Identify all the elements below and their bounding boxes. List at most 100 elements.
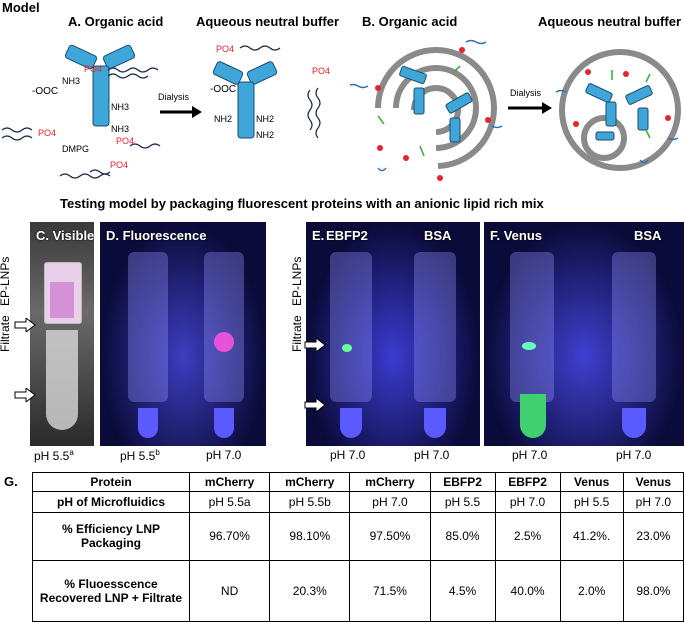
filtrate-d1-icon bbox=[138, 408, 158, 438]
table-cell: 97.50% bbox=[349, 511, 431, 562]
row-header: pH of Microfluidics bbox=[32, 491, 190, 513]
lnps-arrow-icon bbox=[14, 318, 36, 332]
protein-right-icon bbox=[212, 61, 278, 139]
table-header-row: Protein mCherry mCherry mCherry EBFP2 EB… bbox=[32, 471, 685, 493]
lnps-arrow-e-icon bbox=[304, 338, 326, 352]
results-table: Protein mCherry mCherry mCherry EBFP2 EB… bbox=[32, 471, 685, 622]
table-cell: 71.5% bbox=[349, 560, 431, 622]
ph-d1: pH 5.5b bbox=[120, 448, 160, 463]
dmpg-text: DMPG bbox=[62, 144, 89, 154]
table-cell: pH 7.0 bbox=[349, 491, 431, 513]
tube-c-bottom-icon bbox=[46, 330, 78, 430]
header-cell: EBFP2 bbox=[494, 471, 561, 493]
table-cell: 98.10% bbox=[269, 511, 351, 562]
po4-text-3: PO4 bbox=[116, 136, 134, 146]
header-cell: mCherry bbox=[188, 471, 271, 493]
filtrate-side-label-e: Filtrate bbox=[290, 315, 304, 352]
panel-d-label: D. Fluorescence bbox=[106, 228, 207, 243]
nh3-text-1: NH3 bbox=[62, 76, 80, 86]
panel-f-protein2: BSA bbox=[634, 228, 662, 243]
table-cell: pH 7.0 bbox=[622, 491, 685, 513]
filtrate-side-label: Filtrate bbox=[0, 315, 12, 352]
panel-a-label: A. Organic acid bbox=[68, 14, 164, 29]
table-cell: 98.0% bbox=[622, 560, 685, 622]
panel-f-photo: F. Venus BSA bbox=[484, 222, 684, 446]
filtrate-d2-icon bbox=[214, 408, 234, 438]
table-cell: 23.0% bbox=[622, 511, 685, 562]
panel-b-right-label: Aqueous neutral buffer bbox=[538, 14, 682, 29]
dialysis-label-a: Dialysis bbox=[158, 92, 190, 102]
po4-text-2: PO4 bbox=[38, 128, 56, 138]
protein-left-icon bbox=[64, 44, 136, 127]
nh2-text-1: NH2 bbox=[214, 114, 232, 124]
panel-e-label: E. bbox=[312, 228, 325, 243]
dialysis-label-b: Dialysis bbox=[510, 88, 542, 98]
po4-text-r2: PO4 bbox=[312, 66, 330, 76]
tube-f2-icon bbox=[612, 252, 656, 402]
po4-text-4: PO4 bbox=[110, 160, 128, 170]
table-cell: pH 5.5 bbox=[429, 491, 496, 513]
filtrate-e1-icon bbox=[340, 408, 362, 438]
model-title: Model bbox=[2, 0, 40, 15]
panel-e-protein2: BSA bbox=[424, 228, 452, 243]
po4-text-1: PO4 bbox=[84, 64, 102, 74]
nh3-text-2: NH3 bbox=[111, 102, 129, 112]
panel-d-photo: D. Fluorescence bbox=[100, 222, 266, 446]
nh3-text-3: NH3 bbox=[111, 124, 129, 134]
tube-f1-icon bbox=[510, 252, 554, 402]
table-cell: ND bbox=[188, 560, 271, 622]
cooc-text-r: -OOC bbox=[210, 84, 236, 95]
table-cell: pH 5.5 bbox=[559, 491, 624, 513]
table-cell: 85.0% bbox=[429, 511, 496, 562]
tube-e2-icon bbox=[414, 252, 456, 402]
header-cell: mCherry bbox=[269, 471, 351, 493]
ph-e2: pH 7.0 bbox=[414, 448, 450, 462]
table-cell: 41.2%. bbox=[559, 511, 624, 562]
header-cell: Venus bbox=[622, 471, 685, 493]
header-cell: mCherry bbox=[349, 471, 431, 493]
tube-d1-icon bbox=[128, 252, 168, 402]
ph-f1: pH 7.0 bbox=[512, 448, 548, 462]
ph-f2: pH 7.0 bbox=[616, 448, 652, 462]
ph-e1: pH 7.0 bbox=[330, 448, 366, 462]
table-cell: 40.0% bbox=[494, 560, 561, 622]
green-filtrate-icon bbox=[520, 394, 546, 438]
header-cell: Protein bbox=[32, 471, 190, 493]
filtrate-f2-icon bbox=[622, 408, 646, 438]
table-cell: 96.70% bbox=[188, 511, 271, 562]
table-cell: 4.5% bbox=[429, 560, 496, 622]
filtrate-e2-icon bbox=[424, 408, 446, 438]
table-cell: pH 5.5a bbox=[188, 491, 271, 513]
lnps-side-label-e: EP-LNPs bbox=[290, 256, 304, 306]
table-cell: 20.3% bbox=[269, 560, 351, 622]
po4-text-r1: PO4 bbox=[216, 44, 234, 54]
pink-solution-icon bbox=[50, 282, 74, 318]
table-row: % Efficiency LNP Packaging 96.70% 98.10%… bbox=[32, 511, 685, 562]
panel-c-label: C. Visible bbox=[36, 228, 94, 243]
table-cell: 2.0% bbox=[559, 560, 624, 622]
table-cell: pH 7.0 bbox=[494, 491, 561, 513]
section-title: Testing model by packaging fluorescent p… bbox=[60, 196, 544, 211]
green-dot-f-icon bbox=[522, 342, 536, 350]
table-cell: pH 5.5b bbox=[269, 491, 351, 513]
lnps-side-label: EP-LNPs bbox=[0, 256, 12, 306]
nh2-text-3: NH2 bbox=[256, 130, 274, 140]
green-dot-icon bbox=[342, 344, 352, 352]
row-header: % Efficiency LNP Packaging bbox=[32, 511, 190, 562]
tube-d2-icon bbox=[204, 252, 244, 402]
table-cell: 2.5% bbox=[494, 511, 561, 562]
filtrate-arrow-icon bbox=[14, 388, 36, 402]
panel-f-label: F. Venus bbox=[490, 228, 543, 243]
nh2-text-2: NH2 bbox=[256, 114, 274, 124]
row-header: % Fluoesscence Recovered LNP + Filtrate bbox=[32, 560, 190, 622]
ph-c: pH 5.5a bbox=[34, 448, 74, 463]
filtrate-arrow-e-icon bbox=[304, 398, 326, 412]
panel-b-label: B. Organic acid bbox=[362, 14, 458, 29]
header-cell: EBFP2 bbox=[429, 471, 496, 493]
panel-c-photo: C. Visible bbox=[30, 222, 94, 446]
panel-a-right-label: Aqueous neutral buffer bbox=[196, 14, 340, 29]
table-row: pH of Microfluidics pH 5.5a pH 5.5b pH 7… bbox=[32, 491, 685, 513]
panel-e-photo: E. EBFP2 BSA bbox=[306, 222, 480, 446]
panel-b-diagram: Dialysis bbox=[350, 39, 681, 181]
panel-a-diagram: -OOC NH3 NH3 NH3 PO4 PO4 PO4 PO4 DMPG Di… bbox=[1, 44, 330, 179]
